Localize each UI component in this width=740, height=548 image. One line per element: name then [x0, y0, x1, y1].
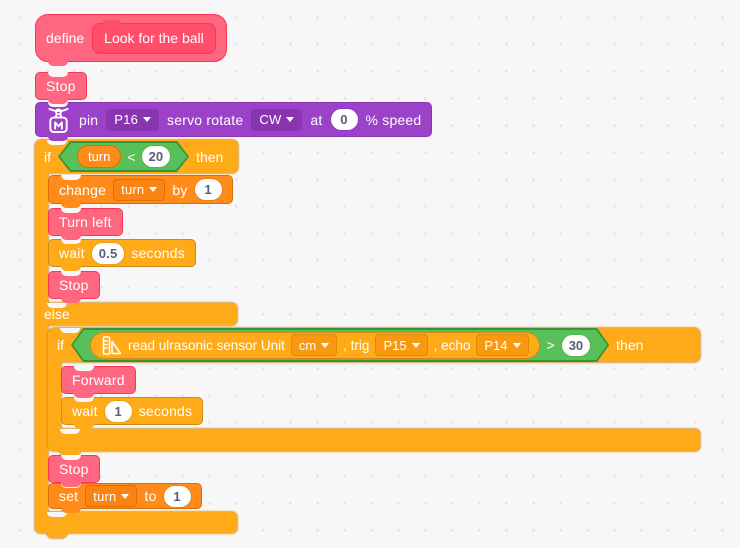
then-label: then [616, 337, 644, 353]
inner-c-bottom-bump [60, 451, 80, 455]
outer-if-else-block[interactable]: if turn < 20 then else [35, 140, 740, 540]
seconds-label: seconds [138, 403, 193, 419]
outer-c-bottom-bar [35, 512, 237, 533]
dropdown-caret-icon [149, 187, 158, 192]
sensor-label: read ulrasonic sensor Unit [128, 337, 285, 353]
inner-c-bottom-bar [48, 429, 700, 451]
servo-rotate-block[interactable]: pin P16 servo rotate CW at 0 % speed [35, 102, 433, 141]
variable-pill[interactable]: turn [77, 145, 121, 168]
pin-label: pin [79, 111, 99, 128]
forward-call-block[interactable]: Forward [61, 366, 136, 398]
dropdown-caret-icon [412, 343, 420, 348]
set-variable-block[interactable]: set turn to 1 [48, 483, 202, 513]
ruler-icon [101, 335, 122, 356]
action-label: servo rotate [167, 111, 244, 128]
inner-condition-hexagon[interactable]: read ulrasonic sensor Unit cm , trig P15… [71, 328, 609, 362]
compare-value-input[interactable]: 30 [562, 335, 590, 356]
outer-if-header[interactable]: if turn < 20 then [35, 140, 238, 173]
custom-block-prototype[interactable]: Look for the ball [92, 19, 216, 54]
comparison-operator: > [546, 337, 555, 353]
variable-dropdown[interactable]: turn [113, 178, 166, 201]
direction-dropdown[interactable]: CW [251, 108, 303, 131]
dropdown-caret-icon [143, 117, 152, 122]
if-label: if [44, 148, 51, 165]
wait-block[interactable]: wait 0.5 seconds [48, 239, 196, 271]
then-label: then [196, 148, 224, 165]
dropdown-caret-icon [286, 117, 295, 122]
echo-label: , echo [433, 337, 471, 353]
pin-dropdown[interactable]: P16 [106, 108, 160, 131]
variable-dropdown[interactable]: turn [85, 485, 138, 507]
outer-c-arm [35, 172, 48, 512]
inner-if-header[interactable]: if read ulrasonic sensor Unit [48, 328, 700, 362]
outer-condition-hexagon[interactable]: turn < 20 [58, 141, 189, 172]
compare-value-input[interactable]: 20 [142, 146, 170, 167]
speed-input[interactable]: 0 [330, 109, 358, 130]
trig-label: , trig [343, 337, 370, 353]
if-label: if [57, 337, 64, 353]
wait-block[interactable]: wait 1 seconds [61, 397, 204, 429]
to-label: to [144, 488, 157, 504]
stop-call-block[interactable]: Stop [48, 455, 100, 487]
else-bar[interactable]: else [35, 303, 237, 325]
define-hat-block[interactable]: define Look for the ball [35, 14, 227, 66]
comparison-operator: < [127, 148, 136, 165]
else-label: else [44, 306, 70, 322]
servo-motor-icon [46, 105, 71, 135]
stop-call-block[interactable]: Stop [48, 271, 100, 303]
seconds-label: seconds [131, 245, 185, 261]
change-variable-block[interactable]: change turn by 1 [48, 175, 233, 208]
wait-value-input[interactable]: 1 [104, 400, 132, 422]
wait-value-input[interactable]: 0.5 [91, 242, 125, 264]
ultrasonic-sensor-reporter[interactable]: read ulrasonic sensor Unit cm , trig P15… [90, 332, 540, 359]
inner-c-arm [48, 360, 61, 429]
by-label: by [172, 181, 188, 198]
dropdown-caret-icon [121, 493, 130, 499]
dropdown-caret-icon [513, 343, 521, 348]
stop-call-block[interactable]: Stop [35, 72, 87, 104]
value-input[interactable]: 1 [194, 179, 222, 200]
speed-suffix-label: % speed [365, 111, 422, 128]
trig-dropdown[interactable]: P15 [375, 334, 427, 356]
outer-c-bottom-bump [47, 533, 67, 538]
turn-left-call-block[interactable]: Turn left [48, 208, 123, 240]
inner-if-block[interactable]: if read ulrasonic sensor Unit [48, 328, 708, 460]
define-keyword: define [46, 30, 85, 46]
unit-dropdown[interactable]: cm [291, 334, 337, 356]
value-input[interactable]: 1 [163, 485, 191, 507]
dropdown-caret-icon [321, 343, 329, 348]
echo-dropdown[interactable]: P14 [476, 334, 528, 356]
at-label: at [310, 111, 323, 128]
